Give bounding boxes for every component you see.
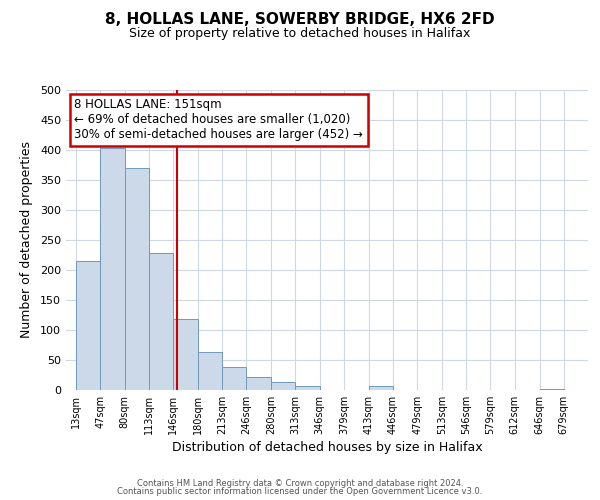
Y-axis label: Number of detached properties: Number of detached properties xyxy=(20,142,33,338)
Bar xyxy=(247,378,271,390)
Bar xyxy=(369,386,393,390)
Bar xyxy=(100,148,125,390)
Bar xyxy=(198,352,222,390)
Bar xyxy=(125,168,149,390)
X-axis label: Distribution of detached houses by size in Halifax: Distribution of detached houses by size … xyxy=(172,441,482,454)
Bar xyxy=(271,382,295,390)
Text: 8, HOLLAS LANE, SOWERBY BRIDGE, HX6 2FD: 8, HOLLAS LANE, SOWERBY BRIDGE, HX6 2FD xyxy=(105,12,495,28)
Text: Contains public sector information licensed under the Open Government Licence v3: Contains public sector information licen… xyxy=(118,487,482,496)
Bar xyxy=(295,386,320,390)
Bar xyxy=(149,252,173,390)
Bar xyxy=(76,261,100,390)
Text: Size of property relative to detached houses in Halifax: Size of property relative to detached ho… xyxy=(130,28,470,40)
Text: Contains HM Land Registry data © Crown copyright and database right 2024.: Contains HM Land Registry data © Crown c… xyxy=(137,478,463,488)
Bar xyxy=(222,366,247,390)
Text: 8 HOLLAS LANE: 151sqm
← 69% of detached houses are smaller (1,020)
30% of semi-d: 8 HOLLAS LANE: 151sqm ← 69% of detached … xyxy=(74,98,363,142)
Bar xyxy=(539,389,564,390)
Bar xyxy=(173,318,198,390)
